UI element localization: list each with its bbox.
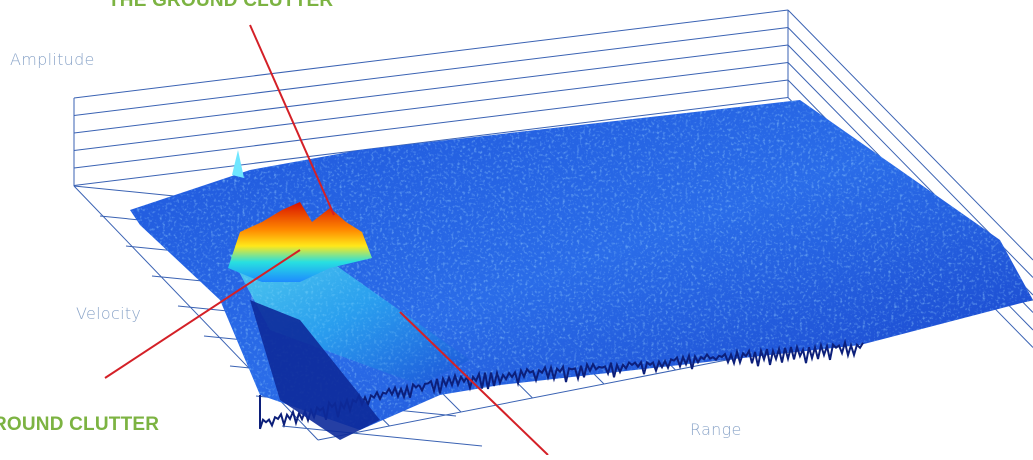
leader-line-bottom	[399, 311, 549, 456]
annotation-bottom: GROUND CLUTTER	[0, 414, 160, 435]
grid-line	[73, 44, 789, 134]
axis-label-range: Range	[690, 420, 742, 439]
surface-mesh	[130, 100, 1033, 440]
grid-line	[281, 425, 483, 447]
clutter-skirt	[250, 300, 380, 440]
axis-label-amplitude: Amplitude	[10, 50, 95, 69]
grid-line	[73, 62, 789, 151]
clutter-spike	[232, 150, 244, 178]
grid-line	[73, 97, 789, 186]
grid-line	[787, 9, 1033, 261]
leader-line-top	[249, 24, 335, 216]
axis-label-velocity: Velocity	[76, 304, 142, 323]
grid-line	[73, 9, 789, 99]
annotation-top: THE GROUND CLUTTER	[108, 0, 334, 11]
leader-line-left	[104, 249, 301, 379]
grid-line	[73, 27, 789, 116]
leader-lines	[104, 24, 549, 456]
grid-line	[73, 79, 789, 169]
clutter-peak	[228, 202, 372, 282]
